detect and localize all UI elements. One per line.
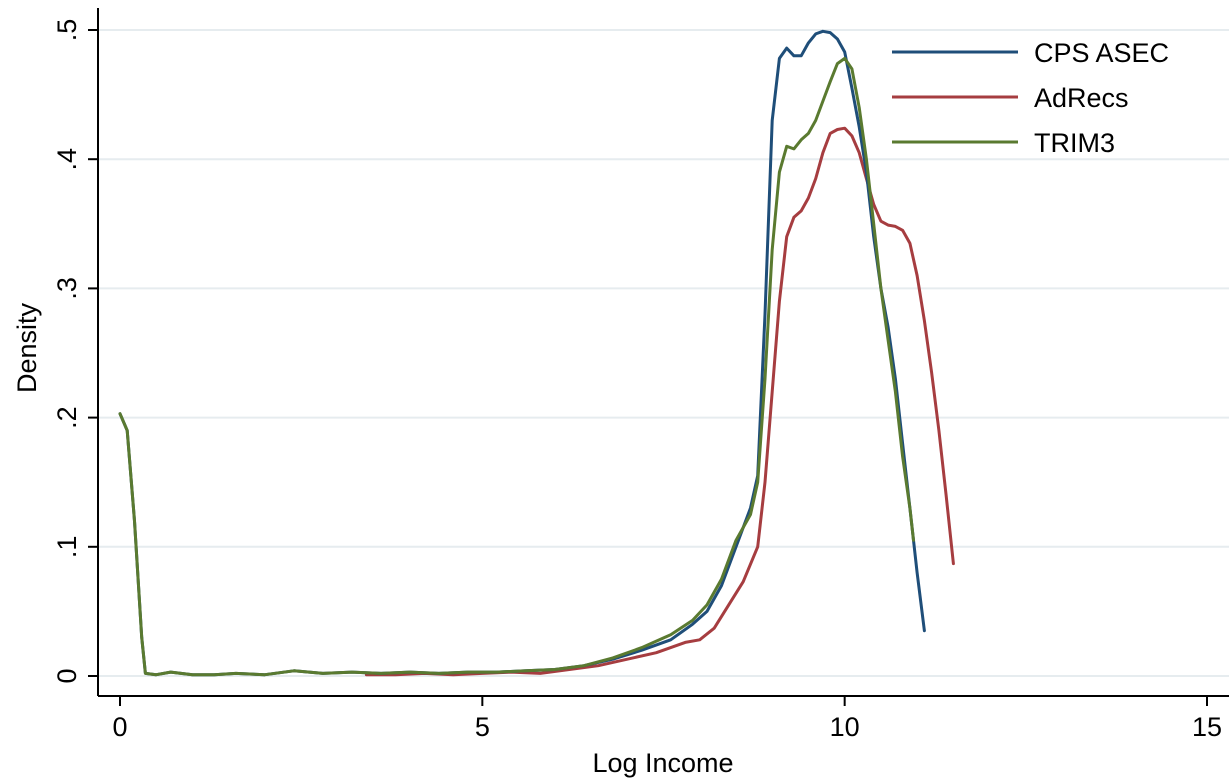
tick-marks: 0 .1 .2 .3 .4 .5 0 5 10 15 [52, 19, 1222, 742]
y-axis-title: Density [12, 302, 42, 393]
x-axis-title: Log Income [592, 748, 733, 778]
legend-label-2: TRIM3 [1034, 128, 1115, 158]
x-tick-label-3: 15 [1192, 712, 1222, 742]
y-tick-label-0: 0 [52, 668, 82, 683]
series-line-adrecs [364, 126, 955, 677]
y-tick-label-3: .3 [52, 277, 82, 300]
series-line-cps-asec [118, 29, 926, 677]
x-tick-label-0: 0 [112, 712, 127, 742]
x-tick-label-2: 10 [830, 712, 860, 742]
y-tick-label-5: .5 [52, 19, 82, 42]
gridlines [98, 29, 1229, 677]
series-line-trim3 [118, 56, 915, 677]
axes [97, 8, 1229, 697]
x-tick-label-1: 5 [475, 712, 490, 742]
series-lines [118, 29, 955, 677]
legend-label-0: CPS ASEC [1034, 38, 1169, 68]
y-tick-label-2: .2 [52, 406, 82, 429]
legend-label-1: AdRecs [1034, 83, 1129, 113]
y-tick-label-4: .4 [52, 148, 82, 171]
y-tick-label-1: .1 [52, 536, 82, 559]
legend: CPS ASEC AdRecs TRIM3 [892, 38, 1169, 158]
